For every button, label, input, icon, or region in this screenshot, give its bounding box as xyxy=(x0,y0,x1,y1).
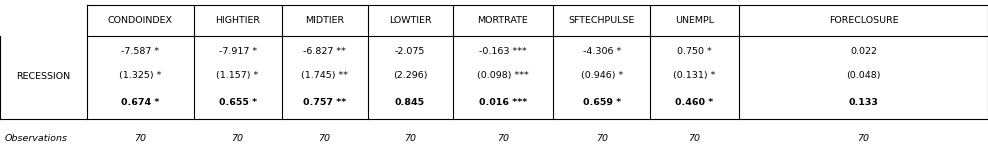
Text: (0.048): (0.048) xyxy=(847,71,880,80)
Text: 70: 70 xyxy=(318,134,331,143)
Text: (0.098) ***: (0.098) *** xyxy=(477,71,529,80)
Text: UNEMPL: UNEMPL xyxy=(675,16,714,25)
Text: 0.674 *: 0.674 * xyxy=(122,98,159,107)
Text: 70: 70 xyxy=(689,134,700,143)
Text: 0.750 *: 0.750 * xyxy=(677,47,712,56)
Text: (0.131) *: (0.131) * xyxy=(674,71,715,80)
Text: -6.827 **: -6.827 ** xyxy=(303,47,346,56)
Text: (0.946) *: (0.946) * xyxy=(581,71,622,80)
Text: RECESSION: RECESSION xyxy=(17,72,70,81)
Text: 0.460 *: 0.460 * xyxy=(676,98,713,107)
Text: (1.157) *: (1.157) * xyxy=(216,71,259,80)
Text: -7.917 *: -7.917 * xyxy=(218,47,257,56)
Text: 0.659 *: 0.659 * xyxy=(583,98,620,107)
Text: (2.296): (2.296) xyxy=(393,71,427,80)
Text: (1.325) *: (1.325) * xyxy=(120,71,161,80)
Text: -0.163 ***: -0.163 *** xyxy=(479,47,527,56)
Text: 0.133: 0.133 xyxy=(849,98,878,107)
Text: HIGHTIER: HIGHTIER xyxy=(215,16,260,25)
Text: -7.587 *: -7.587 * xyxy=(122,47,159,56)
Text: -4.306 *: -4.306 * xyxy=(583,47,620,56)
Text: 70: 70 xyxy=(858,134,869,143)
Text: 70: 70 xyxy=(134,134,146,143)
Text: Observations: Observations xyxy=(4,134,67,143)
Text: 70: 70 xyxy=(404,134,416,143)
Text: 0.655 *: 0.655 * xyxy=(218,98,257,107)
Text: MIDTIER: MIDTIER xyxy=(305,16,344,25)
Text: 70: 70 xyxy=(497,134,509,143)
Text: 70: 70 xyxy=(231,134,244,143)
Text: 0.022: 0.022 xyxy=(850,47,877,56)
Text: (1.745) **: (1.745) ** xyxy=(301,71,348,80)
Text: FORECLOSURE: FORECLOSURE xyxy=(829,16,898,25)
Text: MORTRATE: MORTRATE xyxy=(477,16,529,25)
Text: -2.075: -2.075 xyxy=(395,47,425,56)
Text: SFTECHPULSE: SFTECHPULSE xyxy=(568,16,635,25)
Text: LOWTIER: LOWTIER xyxy=(388,16,432,25)
Text: CONDOINDEX: CONDOINDEX xyxy=(108,16,173,25)
Text: 0.757 **: 0.757 ** xyxy=(303,98,346,107)
Text: 0.845: 0.845 xyxy=(395,98,425,107)
Text: 70: 70 xyxy=(596,134,608,143)
Text: 0.016 ***: 0.016 *** xyxy=(479,98,527,107)
